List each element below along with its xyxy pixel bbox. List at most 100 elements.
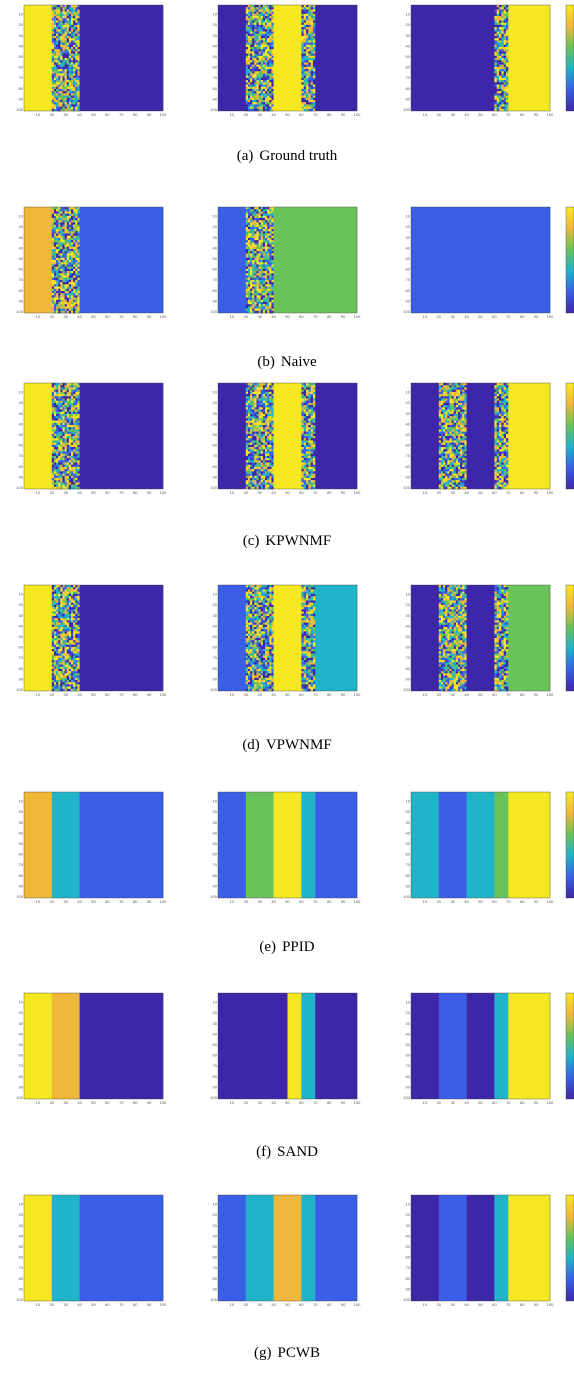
noise-cell [60, 251, 63, 254]
noise-cell [51, 40, 55, 43]
noise-cell [499, 71, 502, 74]
noise-cell [247, 480, 251, 483]
noise-cell [260, 387, 264, 390]
noise-cell [66, 469, 70, 472]
noise-cell [62, 440, 65, 443]
noise-cell [256, 218, 259, 221]
noise-cell [269, 240, 272, 243]
noise-cell [247, 466, 251, 470]
noise-cell [303, 69, 307, 72]
noise-cell [51, 260, 55, 263]
noise-cell [303, 464, 307, 468]
noise-cell [58, 484, 61, 488]
noise-cell [68, 253, 72, 256]
noise-cell [247, 387, 251, 390]
noise-cell [308, 385, 311, 388]
noise-cell [254, 383, 257, 386]
noise-cell [245, 24, 249, 28]
noise-cell [58, 233, 61, 237]
noise-cell [245, 480, 249, 483]
noise-cell [68, 58, 72, 61]
noise-cell [77, 277, 80, 281]
noise-cell [245, 453, 249, 457]
noise-cell [443, 475, 446, 479]
noise-cell [267, 251, 270, 254]
noise-cell [245, 29, 249, 32]
noise-cell [66, 422, 70, 426]
noise-cell [258, 464, 262, 468]
noise-cell [265, 38, 268, 41]
noise-cell [267, 418, 270, 421]
noise-cell [310, 402, 314, 406]
noise-cell [265, 22, 268, 26]
noise-cell [505, 44, 509, 48]
noise-cell [501, 9, 504, 12]
noise-cell [71, 385, 74, 388]
noise-cell [267, 102, 270, 105]
noise-cell [256, 277, 259, 281]
noise-cell [58, 42, 61, 46]
noise-cell [62, 455, 65, 459]
noise-cell [265, 215, 268, 219]
noise-cell [256, 106, 259, 110]
noise-cell [60, 427, 63, 430]
noise-cell [303, 11, 307, 15]
noise-cell [62, 44, 65, 48]
noise-cell [271, 462, 274, 466]
noise-cell [58, 220, 61, 223]
noise-cell [51, 418, 55, 421]
noise-cell [250, 268, 253, 272]
noise-cell [258, 387, 262, 390]
noise-cell [62, 442, 65, 446]
noise-cell [254, 301, 257, 305]
noise-cell [66, 253, 70, 256]
noise-cell [501, 42, 504, 46]
noise-cell [60, 242, 63, 245]
noise-cell [247, 436, 251, 439]
noise-cell [73, 391, 76, 395]
noise-cell [250, 458, 253, 461]
noise-cell [71, 235, 74, 239]
noise-cell [68, 271, 72, 274]
noise-cell [71, 400, 74, 404]
noise-cell [66, 77, 70, 81]
noise-cell [303, 427, 307, 430]
noise-cell [301, 7, 305, 10]
noise-cell [269, 455, 272, 459]
noise-cell [250, 473, 253, 477]
noise-cell [254, 49, 257, 52]
noise-cell [51, 84, 55, 88]
noise-cell [60, 290, 63, 294]
noise-cell [56, 429, 59, 432]
noise-cell [247, 82, 251, 85]
noise-cell [254, 458, 257, 461]
x-tick-label: 40 [271, 490, 276, 495]
noise-cell [77, 427, 80, 430]
noise-cell [496, 38, 500, 41]
noise-cell [312, 422, 316, 426]
noise-cell [68, 73, 72, 76]
noise-cell [66, 255, 70, 259]
noise-cell [254, 293, 257, 296]
noise-cell [250, 442, 253, 446]
noise-cell [51, 475, 55, 479]
noise-cell [64, 106, 68, 110]
noise-cell [308, 469, 311, 472]
noise-cell [247, 455, 251, 459]
noise-cell [262, 49, 266, 52]
noise-cell [64, 42, 68, 46]
noise-cell [53, 31, 57, 35]
noise-cell [262, 40, 266, 43]
noise-cell [312, 20, 316, 23]
noise-cell [258, 246, 262, 250]
noise-cell [496, 51, 500, 54]
noise-cell [303, 24, 307, 28]
noise-cell [64, 295, 68, 298]
noise-cell [269, 427, 272, 430]
noise-cell [438, 383, 442, 386]
noise-cell [250, 62, 253, 65]
noise-cell [308, 18, 311, 21]
noise-cell [77, 64, 80, 68]
noise-cell [258, 288, 262, 292]
noise-cell [254, 224, 257, 228]
